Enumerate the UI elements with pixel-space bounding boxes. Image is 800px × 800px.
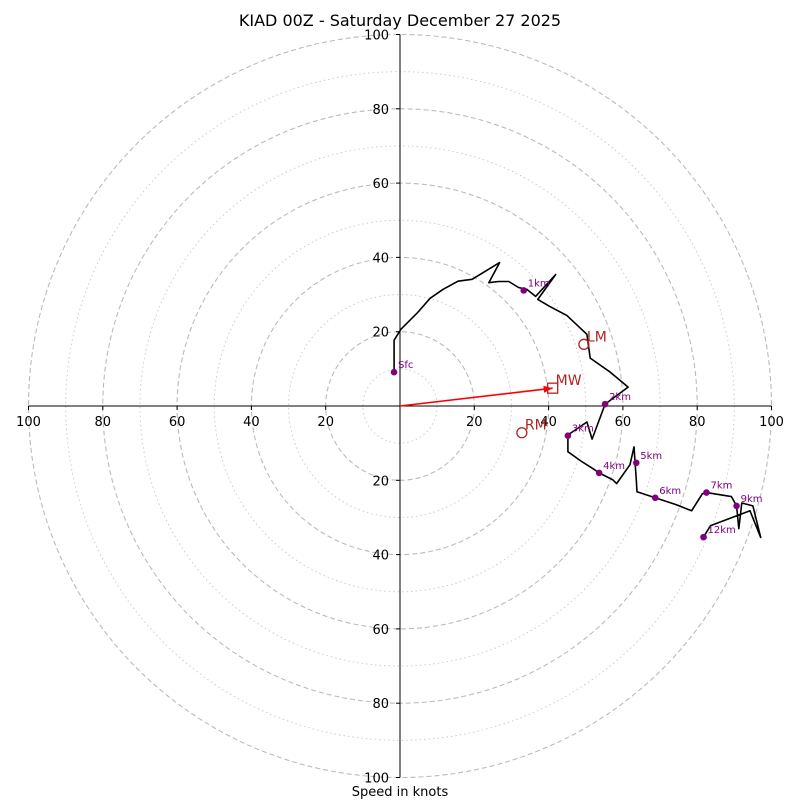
mean-wind-arrow-shaft bbox=[399, 387, 553, 407]
height-marker-dot bbox=[733, 502, 740, 510]
height-marker-label: Sfc bbox=[398, 360, 413, 371]
storm-motion-label: RM bbox=[525, 418, 547, 434]
x-axis-label: Speed in knots bbox=[352, 785, 449, 800]
y-tick-label: 100 bbox=[364, 772, 389, 787]
x-tick-label: 60 bbox=[615, 415, 632, 430]
height-marker-dot bbox=[564, 432, 572, 440]
y-tick-label: 60 bbox=[372, 623, 389, 638]
height-marker-dot bbox=[601, 400, 609, 408]
height-marker-dot bbox=[632, 459, 640, 467]
y-tick-label: 60 bbox=[372, 177, 389, 192]
height-marker-label: 9km bbox=[741, 494, 763, 505]
height-marker-label: 12km bbox=[708, 525, 736, 536]
height-marker-dot bbox=[651, 494, 659, 502]
x-tick-label: 80 bbox=[95, 415, 112, 430]
height-markers: Sfc 1km 2km 3km 4km 5km 6km 7km 9km 12km bbox=[390, 278, 763, 541]
height-marker-label: 5km bbox=[640, 451, 662, 462]
y-tick-label: 40 bbox=[372, 251, 389, 266]
y-tick-label: 20 bbox=[372, 326, 389, 341]
mean-wind-vector bbox=[399, 385, 553, 407]
storm-motion-marker bbox=[516, 427, 528, 439]
x-tick-label: 40 bbox=[243, 415, 260, 430]
height-marker-dot bbox=[520, 287, 528, 294]
storm-motion-label: MW bbox=[556, 373, 582, 389]
height-marker-label: 1km bbox=[528, 278, 550, 289]
height-marker-label: 4km bbox=[603, 461, 625, 472]
y-tick-label: 40 bbox=[372, 549, 389, 564]
x-tick-label: 20 bbox=[466, 415, 483, 430]
height-marker-dot bbox=[703, 489, 710, 496]
wind-profile bbox=[393, 261, 762, 539]
chart-title: KIAD 00Z - Saturday December 27 2025 bbox=[239, 11, 561, 30]
height-marker-dot bbox=[390, 368, 398, 376]
storm-motion-marker bbox=[578, 338, 590, 350]
height-marker-label: 6km bbox=[659, 486, 681, 497]
x-tick-label: 40 bbox=[540, 415, 557, 430]
height-marker-dot bbox=[595, 469, 603, 477]
wind-profile-line bbox=[393, 261, 762, 539]
storm-motion-label: LM bbox=[587, 329, 607, 345]
y-tick-label: 80 bbox=[372, 697, 389, 712]
height-marker-label: 7km bbox=[710, 481, 732, 492]
height-marker-label: 2km bbox=[609, 392, 631, 403]
storm-motion-marker bbox=[547, 382, 559, 394]
height-marker-label: 3km bbox=[572, 424, 594, 435]
x-tick-label: 60 bbox=[169, 415, 186, 430]
x-tick-label: 100 bbox=[16, 415, 41, 430]
y-tick-label: 20 bbox=[372, 474, 389, 489]
tick-labels: 100 80 60 40 20 20 40 60 80 100 100 80 60 40 20 20 40 60 8… bbox=[16, 29, 784, 787]
height-marker-dot bbox=[700, 533, 707, 541]
storm-motion-markers: LM MW RM bbox=[516, 329, 607, 439]
y-tick-label: 100 bbox=[364, 29, 389, 44]
x-tick-label: 100 bbox=[759, 415, 784, 430]
x-tick-label: 80 bbox=[689, 415, 706, 430]
y-tick-label: 80 bbox=[372, 103, 389, 118]
x-tick-label: 20 bbox=[317, 415, 334, 430]
